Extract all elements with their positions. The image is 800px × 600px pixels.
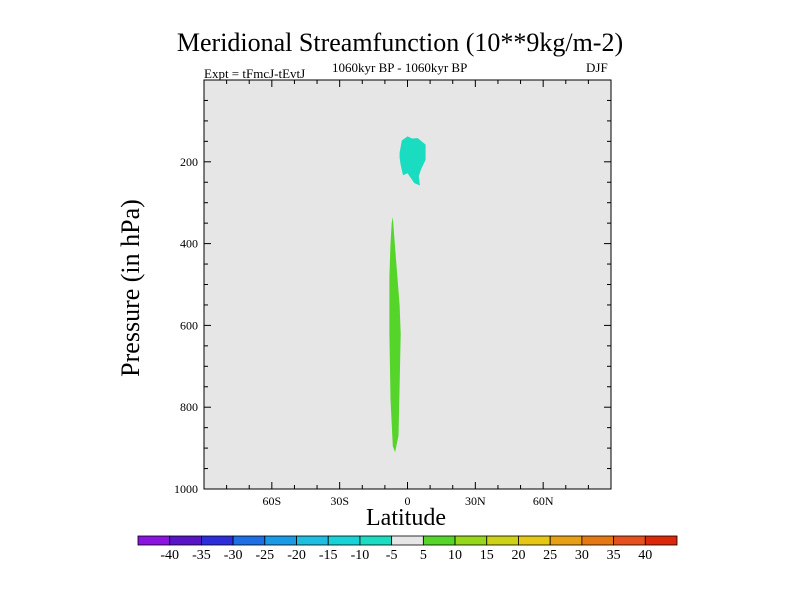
experiment-label: Expt = tFmcJ-tEvtJ: [204, 66, 306, 81]
green-cell-lower: [389, 217, 401, 453]
colorbar-label: -10: [351, 548, 370, 563]
y-tick-label: 400: [180, 237, 198, 251]
colorbar-box: [169, 535, 202, 546]
colorbar-box: [549, 535, 583, 546]
colorbar-box: [137, 535, 171, 546]
season-label: DJF: [586, 60, 608, 75]
colorbar-label: -35: [192, 548, 211, 563]
colorbar-label: 30: [575, 548, 589, 563]
colorbar-label: -20: [287, 548, 306, 563]
colorbar-box: [422, 535, 456, 546]
colorbar-label: 40: [638, 548, 652, 563]
cyan-cell-upper: [399, 136, 426, 186]
colorbar-label: 5: [420, 548, 427, 563]
y-tick-label: 800: [180, 400, 198, 414]
colorbar-label: 20: [511, 548, 525, 563]
x-tick-label: 60N: [533, 494, 554, 508]
x-tick-label: 30S: [330, 494, 349, 508]
y-tick-label: 200: [180, 155, 198, 169]
colorbar-label: -30: [224, 548, 243, 563]
colorbar-label: -40: [160, 548, 179, 563]
colorbar-box: [201, 535, 234, 546]
colorbar-box: [613, 535, 646, 546]
chart-title: Meridional Streamfunction (10**9kg/m-2): [176, 28, 624, 57]
y-tick-label: 1000: [174, 482, 198, 496]
colorbar-box: [581, 535, 614, 546]
x-tick-label: 60S: [262, 494, 281, 508]
x-axis-label: Latitude: [366, 505, 446, 531]
colorbar-label: 15: [480, 548, 494, 563]
colorbar-box: [644, 535, 678, 546]
x-tick-label: 0: [405, 494, 411, 508]
colorbar-box: [232, 535, 266, 546]
colorbar-box: [486, 535, 519, 546]
colorbar-label: -5: [386, 548, 398, 563]
period-label: 1060kyr BP - 1060kyr BP: [332, 60, 468, 75]
colorbar-box: [296, 535, 329, 546]
colorbar-box: [518, 535, 551, 546]
colorbar-box: [391, 535, 424, 546]
colorbar-box: [264, 535, 297, 546]
colorbar-label: 25: [543, 548, 557, 563]
colorbar-box: [327, 535, 361, 546]
colorbar-label: 35: [607, 548, 621, 563]
colorbar-box: [454, 535, 488, 546]
colorbar-label: -15: [319, 548, 338, 563]
colorbar-label: -25: [255, 548, 274, 563]
y-tick-label: 600: [180, 318, 198, 332]
colorbar-label: 10: [448, 548, 462, 563]
x-tick-label: 30N: [465, 494, 486, 508]
colorbar-box: [359, 535, 393, 546]
